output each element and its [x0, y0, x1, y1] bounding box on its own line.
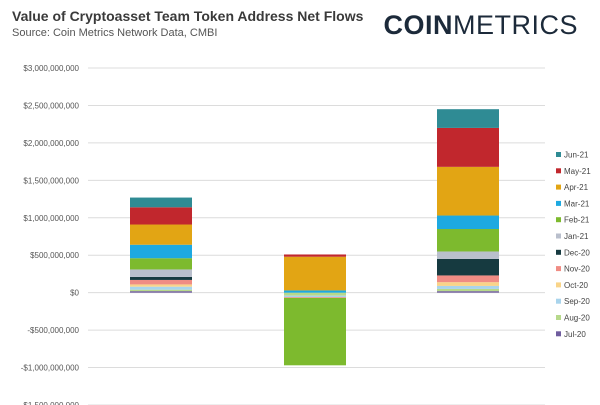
- bar-segment-jul-20: [130, 291, 192, 293]
- y-tick-label: $500,000,000: [30, 251, 79, 260]
- legend-label: Dec-20: [564, 248, 590, 257]
- bar-segment-dec-20: [437, 258, 499, 276]
- y-tick-label: -$1,500,000,000: [21, 401, 80, 405]
- bars: [130, 109, 499, 366]
- chart-title: Value of Cryptoasset Team Token Address …: [12, 8, 364, 24]
- bar-segment-mar-21: [437, 215, 499, 230]
- bar-segment-aug-20: [437, 288, 499, 292]
- legend-swatch: [556, 200, 561, 206]
- legend-swatch: [556, 184, 561, 190]
- y-tick-label: $3,000,000,000: [23, 64, 79, 73]
- bar-segment-aug-20: [130, 289, 192, 292]
- bar-segment-oct-20: [437, 282, 499, 286]
- bar-segment-nov-20: [284, 297, 346, 298]
- legend-swatch: [556, 282, 561, 288]
- y-tick-label: $2,500,000,000: [23, 101, 79, 110]
- bar-segment-apr-21: [130, 224, 192, 245]
- legend: Jun-21 May-21 Apr-21 Mar-21 Feb-21 Jan-21 Dec-…: [556, 151, 591, 339]
- bar-segment-feb-21: [437, 229, 499, 252]
- bar-segment-may-21: [284, 254, 346, 257]
- y-tick-label: -$500,000,000: [27, 326, 79, 335]
- bar-segment-sep-20: [130, 286, 192, 290]
- logo-bold-part: COIN: [383, 10, 453, 40]
- legend-swatch: [556, 315, 561, 320]
- bar-segment-nov-20: [130, 279, 192, 285]
- legend-label: Mar-21: [564, 199, 590, 208]
- legend-swatch: [556, 298, 561, 304]
- y-tick-label: $1,500,000,000: [23, 176, 79, 185]
- bar-segment-feb-21: [130, 258, 192, 270]
- bar-segment-may-21: [130, 207, 192, 225]
- y-tick-label: $1,000,000,000: [23, 214, 79, 223]
- bar-segment-jan-21: [437, 251, 499, 259]
- legend-swatch: [556, 266, 561, 272]
- bar-segment-apr-21: [437, 166, 499, 216]
- legend-swatch: [556, 168, 561, 174]
- bar-segment-sep-20: [284, 295, 346, 298]
- bar-segment-nov-20: [437, 275, 499, 283]
- y-tick-label: $2,000,000,000: [23, 139, 79, 148]
- legend-label: May-21: [564, 167, 591, 176]
- bar-segment-may-21: [437, 127, 499, 167]
- bar-segment-jun-21: [130, 197, 192, 208]
- bar-segment-jun-21: [437, 109, 499, 128]
- legend-label: Aug-20: [564, 314, 590, 323]
- legend-label: Feb-21: [564, 216, 590, 225]
- y-axis-ticks: $3,000,000,000 $2,500,000,000 $2,000,000,0…: [21, 64, 80, 405]
- bar-segment-feb-21: [284, 297, 346, 366]
- legend-swatch: [556, 233, 561, 239]
- legend-swatch: [556, 152, 561, 157]
- legend-swatch: [556, 249, 561, 255]
- y-tick-label: $0: [70, 289, 79, 298]
- legend-label: Oct-20: [564, 281, 589, 290]
- bar-segment-jul-20: [437, 291, 499, 293]
- bar-segment-sep-20: [437, 285, 499, 289]
- bar-segment-jan-21: [130, 269, 192, 277]
- bar-segment-aug-20: [284, 292, 346, 296]
- bar-segment-dec-20: [130, 276, 192, 280]
- legend-label: Apr-21: [564, 183, 589, 192]
- coinmetrics-logo: COINMETRICS: [384, 10, 579, 41]
- bar-segment-mar-21: [130, 244, 192, 259]
- legend-label: Jul-20: [564, 330, 586, 339]
- legend-swatch: [556, 331, 561, 337]
- legend-label: Sep-20: [564, 297, 590, 306]
- legend-label: Nov-20: [564, 265, 590, 274]
- legend-swatch: [556, 217, 561, 223]
- chart-subtitle: Source: Coin Metrics Network Data, CMBI: [12, 27, 218, 39]
- bar-segment-oct-20: [130, 284, 192, 287]
- legend-label: Jan-21: [564, 232, 589, 241]
- logo-thin-part: METRICS: [453, 10, 578, 40]
- bar-segment-apr-21: [284, 256, 346, 291]
- y-tick-label: -$1,000,000,000: [21, 364, 80, 373]
- legend-label: Jun-21: [564, 151, 589, 160]
- bar-segment-mar-21: [284, 290, 346, 293]
